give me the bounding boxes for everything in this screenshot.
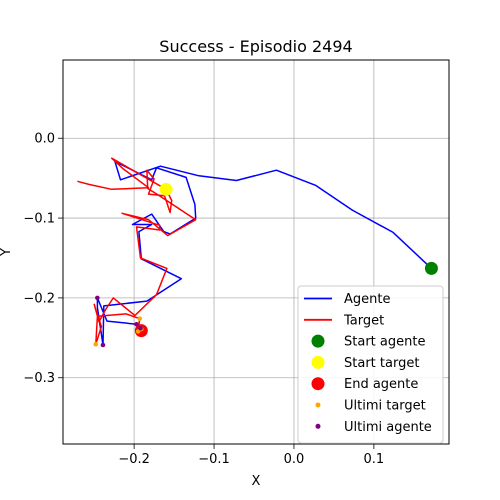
axes-frame: [62, 59, 450, 445]
legend-swatch-start-agente: [311, 334, 325, 348]
marker-start-target: [159, 182, 173, 196]
point-ultimi-agente: [134, 321, 139, 327]
legend-swatch-start-target: [311, 355, 325, 369]
point-ultimi-agente: [138, 325, 143, 331]
point-ultimi-target: [93, 341, 99, 347]
point-ultimi-target: [137, 316, 143, 321]
marker-start-agente: [424, 261, 438, 275]
series-rientro-line: [77, 157, 167, 191]
legend-label-start-agente: Start agente: [344, 335, 425, 350]
y-axis-label: Y: [0, 248, 14, 257]
point-ultimi-agente: [100, 342, 106, 348]
legend-label-start-target: Start target: [344, 356, 419, 371]
legend-box: [297, 285, 444, 444]
x-tick-label: 0.1: [364, 452, 385, 467]
legend-label-ultimi-target: Ultimi target: [344, 399, 426, 414]
legend-swatch-ultimi-agente: [315, 423, 321, 429]
legend-label-end-agente: End agente: [344, 377, 418, 392]
plot-area: [77, 157, 438, 348]
legend-label-target: Target: [343, 313, 384, 328]
legend-label-agente: Agente: [344, 292, 390, 307]
x-tick-label: −0.2: [118, 452, 150, 467]
x-tick-label: 0.0: [284, 452, 305, 467]
y-tick-label: −0.1: [23, 212, 55, 227]
y-axis: 0.0 −0.1 −0.2 −0.3: [23, 132, 63, 386]
legend-swatch-end-agente: [311, 377, 325, 391]
x-axis: −0.2 −0.1 0.0 0.1: [118, 444, 384, 467]
x-axis-label: X: [252, 474, 261, 489]
point-ultimi-agente: [95, 295, 100, 301]
x-tick-label: −0.1: [198, 452, 230, 467]
chart-title: Success - Episodio 2494: [159, 37, 352, 56]
point-ultimi-target: [135, 329, 141, 334]
legend-swatch-ultimi-target: [315, 402, 321, 408]
legend-label-ultimi-agente: Ultimi agente: [344, 420, 432, 435]
series-target-line: [93, 169, 197, 345]
y-tick-label: 0.0: [34, 132, 55, 147]
legend: Agente Target Start agente Start target End …: [297, 285, 444, 444]
y-tick-label: −0.2: [23, 291, 55, 306]
y-tick-label: −0.3: [23, 371, 55, 386]
